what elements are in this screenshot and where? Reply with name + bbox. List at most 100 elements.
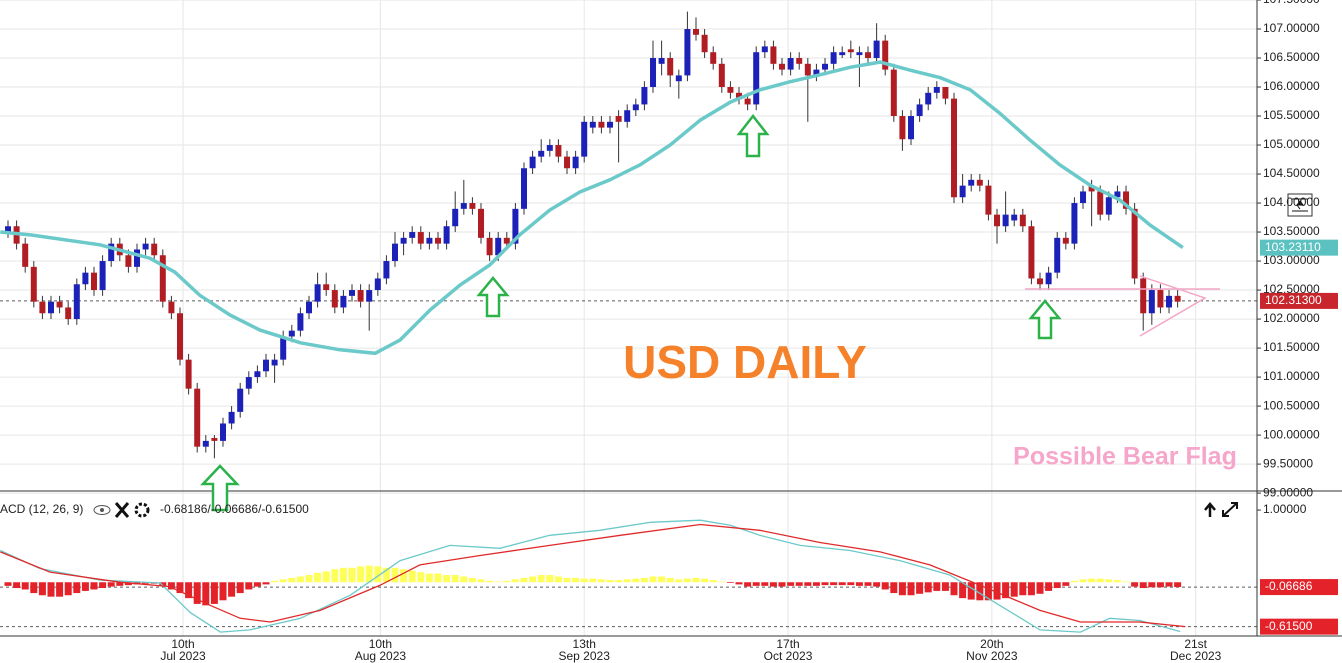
y-tick-label: 105.00000	[1263, 137, 1320, 151]
histogram-bar	[81, 582, 89, 591]
candle-body	[22, 243, 29, 267]
histogram-bar	[735, 582, 743, 585]
candle-body	[1037, 278, 1044, 285]
histogram-bar	[769, 582, 777, 587]
candle-body	[202, 440, 209, 447]
y-tick-label: 99.50000	[1263, 456, 1313, 470]
histogram-bar	[1070, 580, 1078, 583]
candle-body	[426, 237, 433, 244]
macd-header: ACD (12, 26, 9)	[0, 502, 83, 516]
line-series	[0, 523, 1186, 628]
candle-body	[460, 203, 467, 209]
histogram-bar	[1079, 579, 1087, 583]
candle-body	[56, 301, 63, 308]
y-tick-label: 101.00000	[1263, 369, 1320, 383]
candle-body	[693, 29, 700, 35]
x-tick-label: 13th	[573, 637, 596, 651]
histogram-bar	[683, 578, 691, 583]
histogram-bar	[279, 579, 287, 583]
candle-body	[1045, 272, 1052, 285]
candle-body	[512, 208, 519, 244]
up-arrow	[736, 113, 770, 158]
candle-body	[976, 179, 983, 186]
x-tick-label: 20th	[980, 637, 1003, 651]
candle-body	[357, 290, 364, 302]
candle-body	[400, 237, 407, 244]
candle-body	[1028, 226, 1035, 279]
histogram-bar	[821, 582, 829, 586]
candle-body	[521, 168, 528, 209]
price-box	[1260, 618, 1338, 635]
x-tick-label: 10th	[171, 637, 194, 651]
eye-icon[interactable]	[93, 505, 111, 515]
candle-body	[1123, 191, 1130, 209]
x-tick-label: 21st	[1184, 637, 1207, 651]
expand-icon[interactable]	[1222, 502, 1238, 517]
price-box	[1260, 579, 1338, 596]
candle-body	[675, 75, 682, 82]
histogram-bar	[701, 578, 709, 583]
line-series	[0, 60, 1184, 356]
candle-body	[1114, 191, 1121, 198]
candle-body	[409, 232, 416, 238]
candle-body	[727, 87, 734, 93]
candle-body	[744, 98, 751, 105]
y-tick-label: 100.50000	[1263, 398, 1320, 412]
histogram-bar	[563, 577, 571, 583]
x-tick-label: Dec 2023	[1170, 649, 1222, 663]
candle-body	[564, 156, 571, 169]
histogram-bar	[486, 580, 494, 583]
histogram-bar	[305, 575, 313, 583]
histogram-bar	[348, 567, 356, 583]
candle-body	[710, 52, 717, 64]
settings-icon[interactable]	[134, 502, 150, 518]
price-box-label: -0.61500	[1265, 619, 1313, 633]
candle-body	[1088, 185, 1095, 192]
histogram-bar	[382, 567, 390, 583]
annotation-flag: Possible Bear Flag	[1013, 443, 1237, 471]
candle-body	[718, 63, 725, 88]
candle-body	[770, 46, 777, 64]
histogram-bar	[1088, 578, 1096, 583]
histogram-bar	[692, 577, 700, 583]
close-icon[interactable]	[114, 502, 130, 518]
y-tick-label: 103.50000	[1263, 224, 1320, 238]
histogram-bar	[99, 582, 107, 589]
histogram-bar	[606, 580, 614, 583]
candle-body	[968, 179, 975, 186]
candle-body	[572, 156, 579, 169]
histogram-bar	[167, 582, 175, 590]
histogram-bar	[907, 582, 915, 596]
histogram-bar	[400, 569, 408, 583]
candle-body	[374, 278, 381, 291]
move-up-icon[interactable]	[1204, 502, 1216, 517]
histogram-bar	[4, 582, 12, 586]
histogram-bar	[752, 582, 760, 586]
histogram-bar	[1131, 582, 1139, 587]
histogram-bar	[443, 575, 451, 583]
histogram-bar	[976, 582, 984, 601]
candle-body	[839, 52, 846, 56]
histogram-bar	[666, 577, 674, 583]
histogram-bar	[357, 566, 365, 583]
candle-body	[529, 156, 536, 169]
candle-body	[822, 63, 829, 70]
candle-body	[177, 313, 184, 360]
arrows	[200, 113, 1062, 512]
histogram-bar	[537, 575, 545, 583]
histogram-bar	[1062, 582, 1070, 586]
candle-body	[1157, 290, 1164, 308]
y-tick-label: 106.00000	[1263, 79, 1320, 93]
candle-body	[73, 284, 80, 320]
candle-body	[280, 336, 287, 360]
candle-body	[847, 49, 854, 53]
histogram-bar	[726, 582, 734, 583]
candle-body	[323, 284, 330, 291]
histogram-bar	[1156, 582, 1164, 588]
histogram-bar	[890, 582, 898, 594]
candle-body	[1105, 197, 1112, 215]
candle-body	[392, 243, 399, 262]
candle-body	[288, 330, 295, 337]
line-series	[0, 519, 1181, 633]
